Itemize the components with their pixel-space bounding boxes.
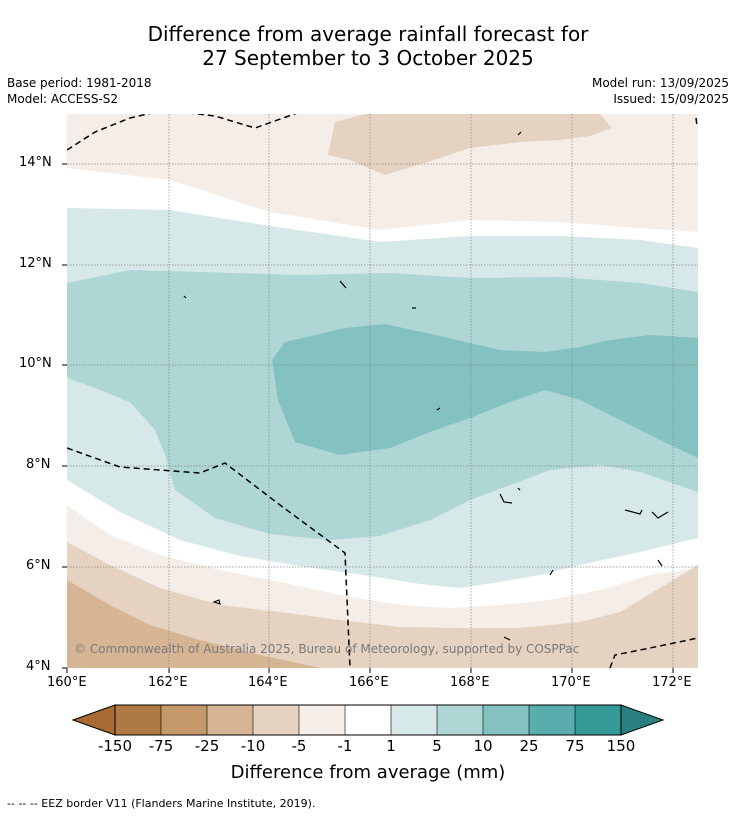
lat-tick-label: 10°N (19, 356, 52, 371)
colorbar-swatch-3 (207, 705, 253, 735)
copyright-notice: © Commonwealth of Australia 2025, Bureau… (74, 642, 580, 656)
lon-tick-label: 172°E (652, 675, 692, 690)
band-minus25-minus10 (67, 580, 320, 668)
title-line-2: 27 September to 3 October 2025 (202, 46, 534, 70)
lat-tick-label: 12°N (19, 256, 52, 271)
band-minus10-minus5-top (328, 114, 612, 175)
band-minus5-minus10-south (67, 542, 698, 668)
colorbar-swatch-2 (161, 705, 207, 735)
colorbar-swatch-10 (529, 705, 575, 735)
islands (183, 131, 669, 641)
colorbar (71, 704, 665, 736)
lon-tick-label: 168°E (450, 675, 490, 690)
colorbar-tick-label: -75 (148, 737, 174, 755)
run-info: Model run: 13/09/2025 Issued: 15/09/2025 (592, 75, 729, 107)
colorbar-tick-label: -10 (240, 737, 266, 755)
axis-ticks (62, 163, 674, 673)
colorbar-frame (114, 704, 622, 736)
lat-tick-label: 14°N (19, 155, 52, 170)
colorbar-title: Difference from average (mm) (230, 762, 506, 783)
title-line-1: Difference from average rainfall forecas… (147, 22, 589, 46)
issued-date: Issued: 15/09/2025 (613, 92, 729, 106)
colorbar-tick-label: 5 (432, 737, 442, 755)
lon-tick-label: 166°E (349, 675, 389, 690)
colorbar-swatch-11 (575, 705, 621, 735)
colorbar-swatch-5 (299, 705, 345, 735)
colorbar-tick-label: 150 (606, 737, 636, 755)
colorbar-swatch-6 (345, 705, 391, 735)
colorbar-dividers (160, 705, 576, 735)
colorbar-tick-label: -150 (97, 737, 133, 755)
base-period: Base period: 1981-2018 (7, 76, 152, 90)
lat-tick-label: 6°N (26, 558, 51, 573)
colorbar-tick-label: 75 (565, 737, 585, 755)
colorbar-extend-high (620, 704, 665, 736)
colorbar-tick-label: 1 (386, 737, 396, 755)
map-title: Difference from average rainfall forecas… (0, 22, 736, 70)
colorbar-tick-label: -1 (337, 737, 353, 755)
colorbar-tick-label: -5 (291, 737, 307, 755)
model-name: Model: ACCESS-S2 (7, 92, 119, 106)
lon-tick-label: 160°E (47, 675, 87, 690)
colorbar-extend-low (71, 704, 116, 736)
eez-border (67, 114, 698, 668)
colorbar-swatch-7 (391, 705, 437, 735)
lon-tick-label: 170°E (551, 675, 591, 690)
band-neutral-bottom (67, 480, 698, 608)
lat-tick-label: 8°N (26, 457, 51, 472)
colorbar-tick-label: -25 (194, 737, 220, 755)
band-10-25 (272, 324, 698, 458)
graticule (67, 114, 698, 668)
lon-tick-label: 164°E (248, 675, 288, 690)
eez-legend-note: -- -- -- EEZ border V11 (Flanders Marine… (7, 797, 316, 810)
lon-tick-label: 162°E (148, 675, 188, 690)
colorbar-swatch-8 (437, 705, 483, 735)
rainfall-anomaly-field (67, 114, 698, 668)
colorbar-swatch-4 (253, 705, 299, 735)
lat-tick-label: 4°N (26, 659, 51, 674)
colorbar-swatch-1 (115, 705, 161, 735)
model-info: Base period: 1981-2018 Model: ACCESS-S2 (7, 75, 152, 107)
colorbar-tick-label: 10 (473, 737, 493, 755)
colorbar-tick-label: 25 (519, 737, 539, 755)
model-run: Model run: 13/09/2025 (591, 76, 729, 90)
colorbar-swatch-9 (483, 705, 529, 735)
